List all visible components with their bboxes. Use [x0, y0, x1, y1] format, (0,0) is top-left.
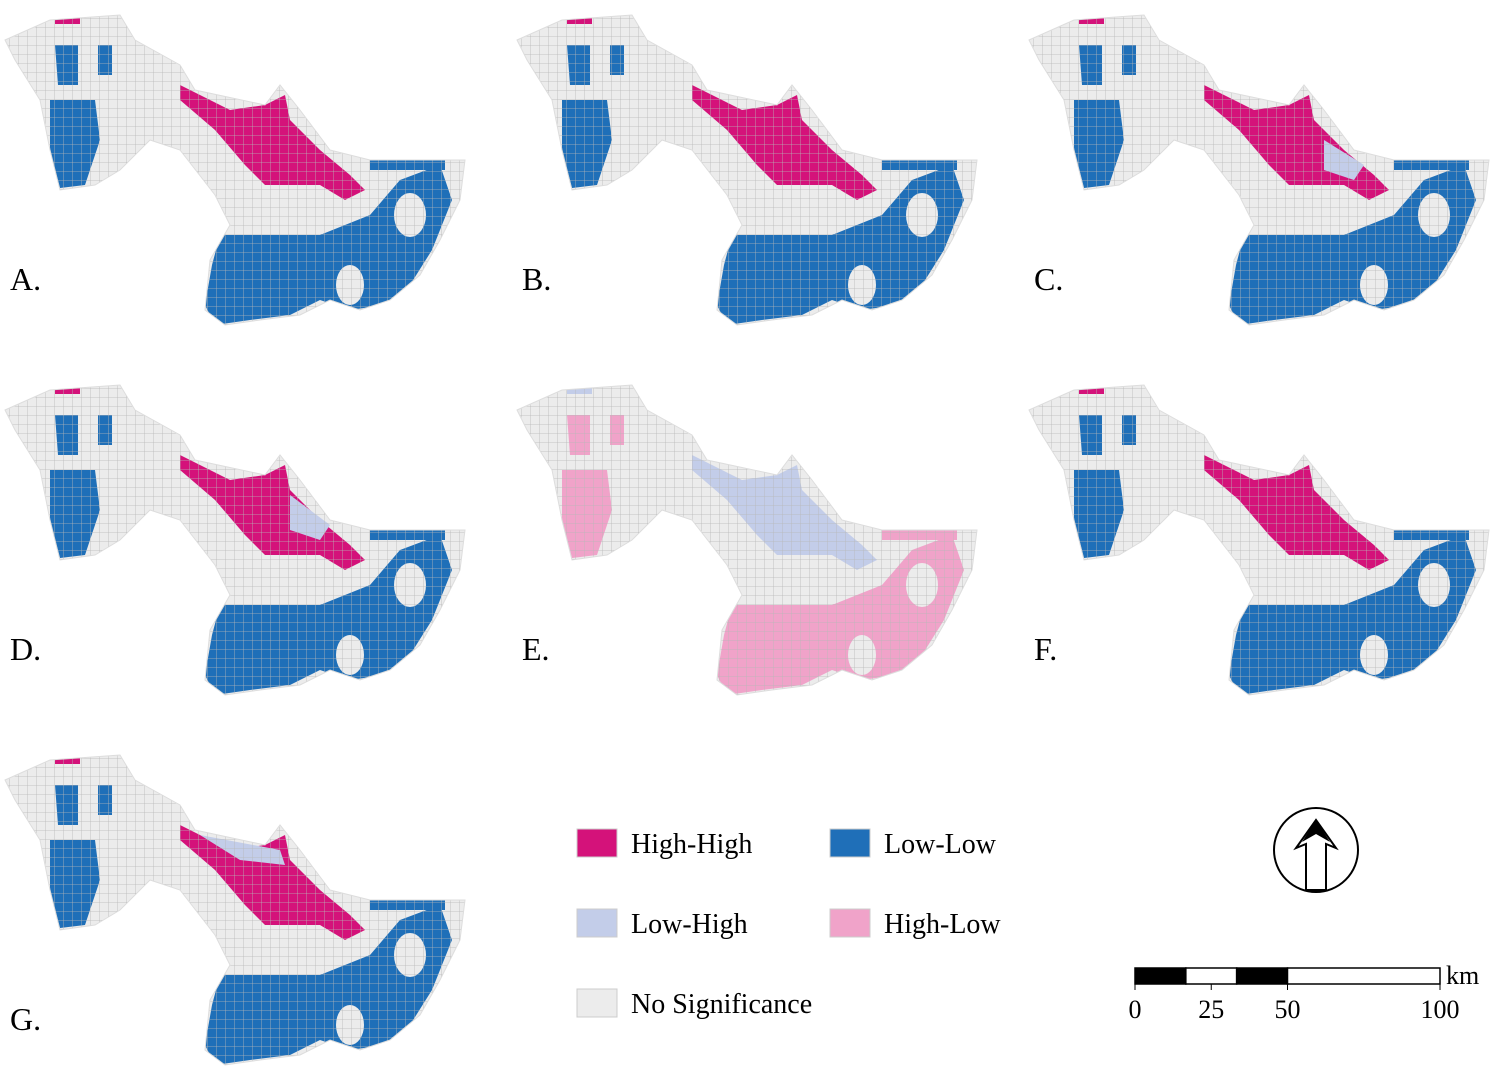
map-panel: D. — [4, 384, 466, 696]
panel-label: A. — [10, 261, 41, 297]
grid — [517, 15, 977, 325]
grid — [5, 15, 465, 325]
grid — [1029, 385, 1489, 695]
panel-label: B. — [522, 261, 551, 297]
region-fill — [517, 385, 977, 695]
region-fill — [5, 385, 465, 695]
scale-label: 50 — [1275, 995, 1301, 1024]
grid — [5, 385, 465, 695]
region-fill — [1029, 385, 1489, 695]
map-panel: A. — [4, 14, 466, 326]
scale-label: 0 — [1129, 995, 1142, 1024]
map-panel: G. — [4, 754, 466, 1066]
map-panel: F. — [1028, 384, 1490, 696]
legend-swatch — [829, 908, 871, 938]
legend-swatch — [576, 828, 618, 858]
legend-label: Low-Low — [884, 829, 997, 860]
legend-label: No Significance — [631, 989, 812, 1020]
scale-label: 100 — [1421, 995, 1460, 1024]
map-panel: C. — [1028, 14, 1490, 326]
scale-segment — [1134, 967, 1187, 985]
scale-unit: km — [1446, 961, 1479, 990]
legend-label: Low-High — [631, 909, 748, 940]
grid — [1029, 15, 1489, 325]
scale-segment — [1235, 967, 1289, 985]
north-arrow — [1273, 807, 1359, 893]
legend-label: High-Low — [884, 909, 1001, 940]
scale-segment — [1185, 967, 1238, 985]
region-fill — [517, 15, 977, 325]
panel-label: F. — [1034, 631, 1057, 667]
region-fill — [5, 15, 465, 325]
panel-label: G. — [10, 1001, 41, 1037]
panel-label: C. — [1034, 261, 1063, 297]
region-fill — [5, 755, 465, 1065]
scale-label: 25 — [1198, 995, 1224, 1024]
panel-label: D. — [10, 631, 41, 667]
map-panel: E. — [516, 384, 978, 696]
legend-swatch — [576, 908, 618, 938]
legend-label: High-High — [631, 829, 752, 860]
legend-swatch — [829, 828, 871, 858]
grid — [517, 385, 977, 695]
grid — [5, 755, 465, 1065]
panel-label: E. — [522, 631, 550, 667]
scale-segment — [1286, 967, 1441, 985]
map-panel: B. — [516, 14, 978, 326]
region-fill — [1029, 15, 1489, 325]
legend-swatch — [576, 988, 618, 1018]
